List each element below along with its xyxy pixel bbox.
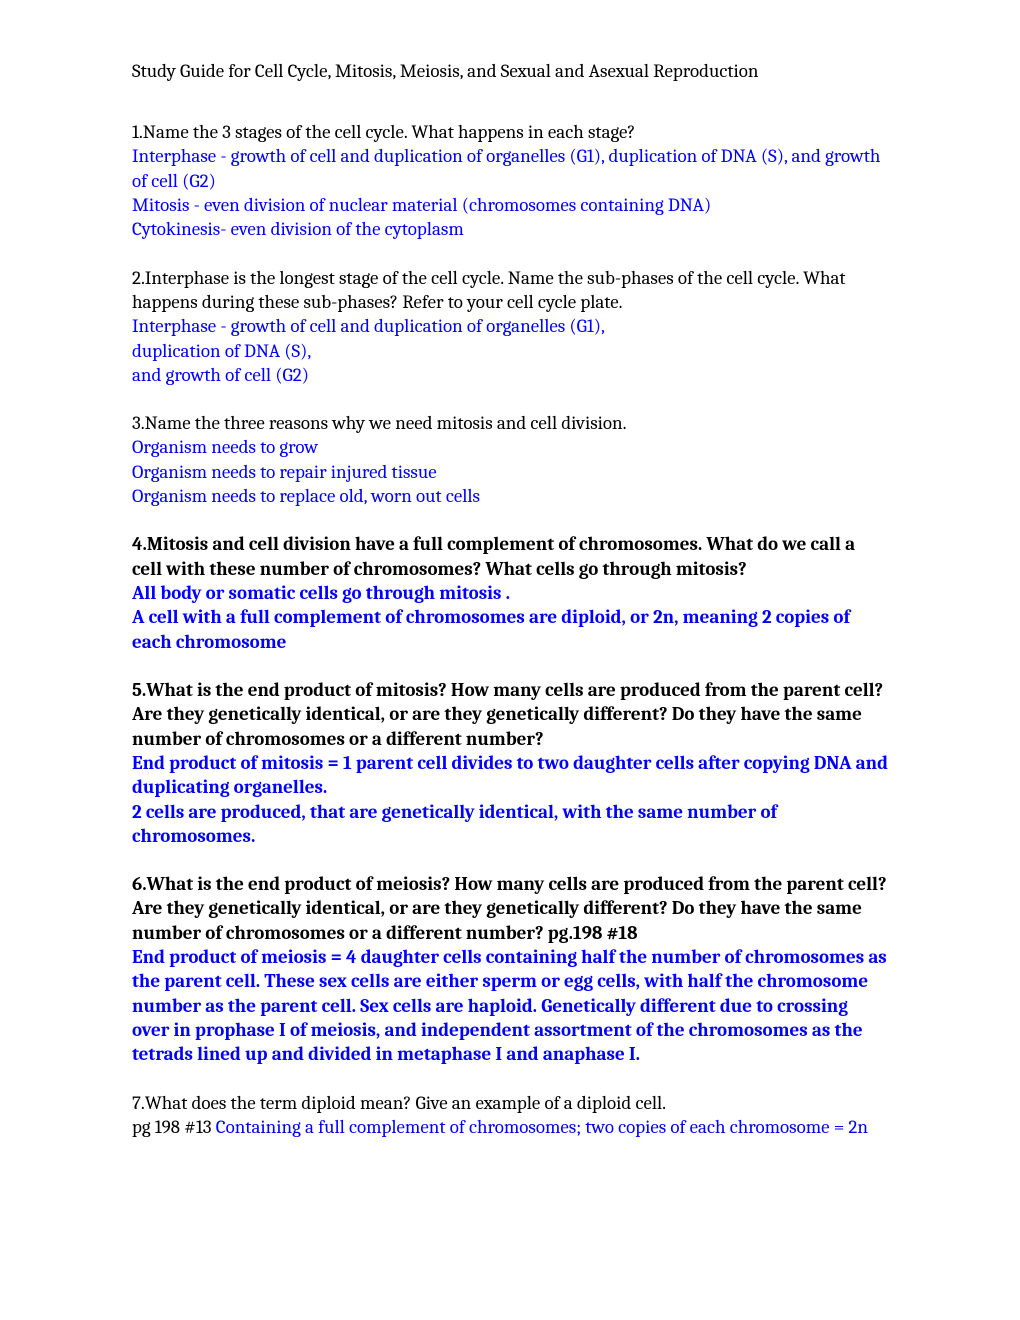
question-4-block: 4.Mitosis and cell division have a full … <box>132 532 888 654</box>
question-7-text: 7.What does the term diploid mean? Give … <box>132 1091 888 1115</box>
question-3-answer-1: Organism needs to grow <box>132 435 888 459</box>
question-1-answer-3: Cytokinesis- even division of the cytopl… <box>132 217 888 241</box>
question-7-block: 7.What does the term diploid mean? Give … <box>132 1091 888 1140</box>
question-3-answer-3: Organism needs to replace old, worn out … <box>132 484 888 508</box>
question-6-block: 6.What is the end product of meiosis? Ho… <box>132 872 888 1067</box>
question-1-block: 1.Name the 3 stages of the cell cycle. W… <box>132 120 888 242</box>
question-4-text: 4.Mitosis and cell division have a full … <box>132 532 888 581</box>
question-7-answer: Containing a full complement of chromoso… <box>216 1116 868 1138</box>
question-4-answer-2: A cell with a full complement of chromos… <box>132 605 888 654</box>
question-2-answer-3: and growth of cell (G2) <box>132 363 888 387</box>
question-3-text: 3.Name the three reasons why we need mit… <box>132 411 888 435</box>
question-7-answer-line: pg 198 #13 Containing a full complement … <box>132 1115 888 1139</box>
question-2-block: 2.Interphase is the longest stage of the… <box>132 266 888 388</box>
question-1-text: 1.Name the 3 stages of the cell cycle. W… <box>132 120 888 144</box>
question-2-text: 2.Interphase is the longest stage of the… <box>132 266 888 315</box>
question-3-answer-2: Organism needs to repair injured tissue <box>132 460 888 484</box>
question-3-block: 3.Name the three reasons why we need mit… <box>132 411 888 508</box>
question-1-answer-1: Interphase - growth of cell and duplicat… <box>132 144 888 193</box>
question-1-answer-2: Mitosis - even division of nuclear mater… <box>132 193 888 217</box>
question-5-block: 5.What is the end product of mitosis? Ho… <box>132 678 888 848</box>
question-5-answer-2: 2 cells are produced, that are genetical… <box>132 800 888 849</box>
document-title: Study Guide for Cell Cycle, Mitosis, Mei… <box>132 60 888 82</box>
question-2-answer-1: Interphase - growth of cell and duplicat… <box>132 314 888 338</box>
document-page: Study Guide for Cell Cycle, Mitosis, Mei… <box>0 0 1020 1223</box>
question-6-text: 6.What is the end product of meiosis? Ho… <box>132 872 888 945</box>
question-5-text: 5.What is the end product of mitosis? Ho… <box>132 678 888 751</box>
question-5-answer-1: End product of mitosis = 1 parent cell d… <box>132 751 888 800</box>
question-2-answer-2: duplication of DNA (S), <box>132 339 888 363</box>
question-7-ref: pg 198 #13 <box>132 1116 216 1138</box>
question-4-answer-1: All body or somatic cells go through mit… <box>132 581 888 605</box>
question-6-answer-1: End product of meiosis = 4 daughter cell… <box>132 945 888 1067</box>
